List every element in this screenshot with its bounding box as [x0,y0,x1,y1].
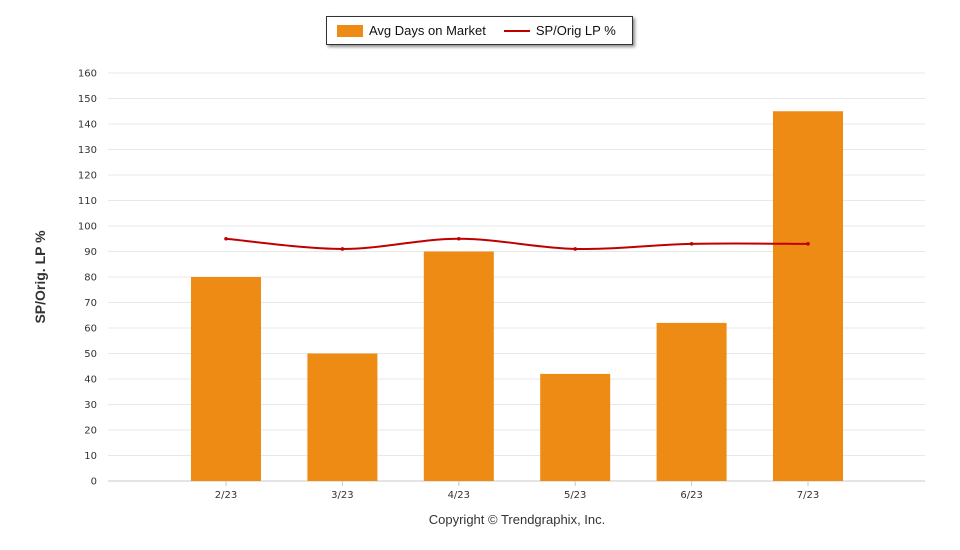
y-tick-label: 140 [78,120,97,131]
y-tick-label: 80 [84,273,97,284]
y-tick-label: 70 [84,298,97,309]
legend-swatch-line [503,29,530,32]
bar [540,373,611,481]
line-point [457,236,461,241]
y-tick-label: 160 [78,69,97,80]
bar [423,251,494,481]
y-tick-label: 150 [78,94,97,105]
copyright-text: Copyright © Trendgraphix, Inc. [428,512,606,527]
line-point [224,236,228,241]
bar [773,111,843,481]
y-tick-label: 120 [78,171,97,182]
line-series [224,236,810,251]
x-tick-label: 5/23 [564,490,586,501]
bar [656,322,727,481]
legend: Avg Days on Market SP/Orig LP % [326,16,633,45]
y-tick-label: 90 [84,247,97,258]
legend-label-bar: Avg Days on Market [369,23,486,38]
line-path [225,237,809,251]
y-tick-label: 10 [84,451,97,462]
legend-item-bar: Avg Days on Market [337,23,486,38]
y-tick-label: 130 [78,145,97,156]
bar-series [191,111,843,481]
x-tick-label: 4/23 [448,490,470,501]
y-axis-ticks: 0 10 20 30 40 50 60 70 80 90 100 110 120 130 140 150 160 [78,69,97,488]
bar [307,353,378,481]
y-axis-label: SP/Orig. LP % [32,230,48,324]
bar [191,277,261,481]
y-tick-label: 100 [78,222,97,233]
legend-label-line: SP/Orig LP % [535,23,616,38]
line-point [340,247,345,251]
y-tick-label: 50 [84,349,97,360]
y-tick-label: 20 [84,426,97,437]
x-tick-label: 3/23 [331,490,353,501]
x-tick-label: 6/23 [680,490,702,501]
line-point [806,242,810,246]
y-tick-label: 40 [84,375,97,386]
x-axis-ticks: 2/23 3/23 4/23 5/23 6/23 7/23 [215,481,819,501]
y-tick-label: 0 [91,477,97,488]
line-point [689,242,694,246]
y-tick-label: 110 [78,196,97,207]
y-tick-label: 60 [84,324,97,335]
y-tick-label: 30 [84,400,97,411]
x-tick-label: 2/23 [215,490,237,501]
legend-item-line: SP/Orig LP % [503,23,616,38]
x-tick-label: 7/23 [797,490,819,501]
legend-swatch-bar [337,24,363,37]
line-point [573,247,577,251]
